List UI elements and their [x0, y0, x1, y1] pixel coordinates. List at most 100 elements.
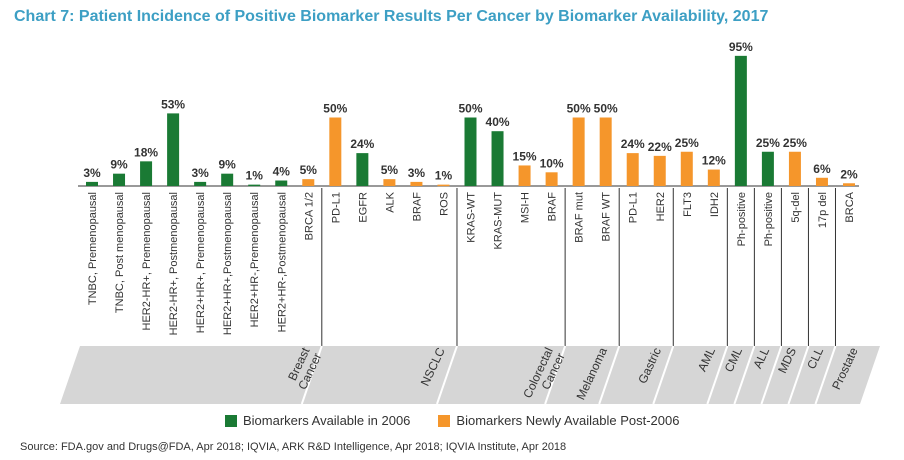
value-label: 9% [110, 158, 128, 172]
value-label: 4% [273, 165, 291, 179]
bar [626, 153, 639, 186]
value-label: 50% [323, 102, 347, 116]
category-label: ROS [438, 192, 450, 216]
category-label: BRAF mut [574, 192, 586, 243]
bar [734, 55, 747, 186]
bar [383, 179, 396, 186]
bar [302, 179, 315, 186]
legend-item-new-post-2006: Biomarkers Newly Available Post-2006 [438, 413, 679, 428]
bar [545, 172, 558, 186]
category-label: MSI-H [520, 192, 532, 223]
value-label: 3% [408, 166, 426, 180]
value-label: 53% [161, 97, 185, 111]
group-band-divider [787, 345, 810, 405]
category-label: Ph-positive [763, 192, 775, 246]
category-label: BRAF WT [601, 192, 613, 242]
category-label: ALK [384, 191, 396, 212]
bar [572, 117, 585, 186]
value-label: 50% [594, 102, 618, 116]
value-label: 3% [83, 166, 101, 180]
category-label: KRAS-MUT [493, 192, 505, 250]
bar [843, 183, 855, 186]
value-label: 50% [567, 102, 591, 116]
category-label: 17p del [817, 192, 829, 228]
category-label: HER2+HR-,Postmenopausal [276, 192, 288, 332]
bar [788, 151, 801, 186]
group-band-divider [760, 345, 783, 405]
value-label: 95% [729, 40, 753, 54]
bar [113, 173, 126, 186]
value-label: 2% [840, 167, 858, 181]
biomarker-bar-chart: BreastCancer NSCLC ColorectalCancer Melanom… [60, 40, 880, 405]
value-label: 50% [458, 102, 482, 116]
value-label: 5% [300, 163, 318, 177]
category-label: BRAF [411, 192, 423, 222]
category-label: KRAS-WT [466, 192, 478, 243]
group-band-divider [436, 345, 458, 405]
bar [518, 165, 531, 186]
category-label: Ph-positive [736, 192, 748, 246]
chart-title: Chart 7: Patient Incidence of Positive B… [14, 8, 769, 25]
category-label: IDH2 [709, 192, 721, 217]
value-label: 3% [191, 166, 209, 180]
value-label: 6% [813, 162, 831, 176]
category-label: HER2 [655, 192, 667, 221]
bar [761, 151, 774, 186]
bar [221, 173, 234, 186]
category-label: EGFR [357, 192, 369, 223]
group-band-divider [706, 345, 729, 405]
category-label: HER2-HR+, Postmenopausal [168, 192, 180, 335]
bar [491, 131, 504, 186]
group-band-divider [598, 345, 621, 405]
category-label: BRCA 1/2 [303, 192, 315, 240]
group-band-divider [652, 345, 675, 405]
bar [464, 117, 477, 186]
category-label: HER2-HR+, Premenopausal [141, 192, 153, 330]
bar [329, 117, 342, 186]
bar [437, 184, 450, 187]
value-label: 5% [381, 163, 399, 177]
bar [815, 177, 828, 186]
category-label: TNBC, Post menopausal [114, 192, 126, 313]
bar [140, 161, 153, 186]
bar [680, 151, 693, 186]
bar [275, 180, 288, 186]
group-band-divider [733, 345, 756, 405]
group-band [60, 346, 880, 404]
legend-label-available-2006: Biomarkers Available in 2006 [243, 413, 411, 428]
category-label: BRAF [547, 192, 559, 222]
value-label: 24% [621, 137, 645, 151]
value-label: 9% [219, 158, 237, 172]
bar [410, 181, 423, 186]
category-label: HER2+HR+, Premenopausal [195, 192, 207, 333]
category-label: HER2+HR+,Postmenopausal [222, 192, 234, 335]
category-label: PD-L1 [628, 192, 640, 223]
value-label: 1% [246, 169, 264, 183]
category-label: BRCA [844, 191, 856, 222]
source-note: Source: FDA.gov and Drugs@FDA, Apr 2018;… [20, 441, 567, 453]
bar [167, 113, 180, 186]
legend-item-available-2006: Biomarkers Available in 2006 [225, 413, 410, 428]
bar [599, 117, 612, 186]
legend-label-new-post-2006: Biomarkers Newly Available Post-2006 [456, 413, 680, 428]
group-band-divider [300, 345, 323, 405]
value-label: 25% [675, 136, 699, 150]
value-label: 10% [540, 156, 564, 170]
bar [86, 181, 98, 186]
value-label: 22% [648, 140, 672, 154]
category-label: PD-L1 [330, 192, 342, 223]
bar [653, 155, 666, 186]
chart-legend: Biomarkers Available in 2006 Biomarkers … [225, 413, 707, 428]
group-band-divider [544, 345, 567, 405]
category-label: FLT3 [682, 192, 694, 217]
group-band-divider [814, 345, 837, 405]
legend-swatch-green [225, 414, 237, 427]
value-label: 15% [513, 149, 537, 163]
value-label: 24% [350, 137, 374, 151]
bar [356, 153, 369, 186]
category-label: 5q-del [790, 192, 802, 223]
value-label: 25% [756, 136, 780, 150]
value-label: 40% [486, 115, 510, 129]
bar [194, 181, 207, 186]
value-label: 1% [435, 169, 453, 183]
